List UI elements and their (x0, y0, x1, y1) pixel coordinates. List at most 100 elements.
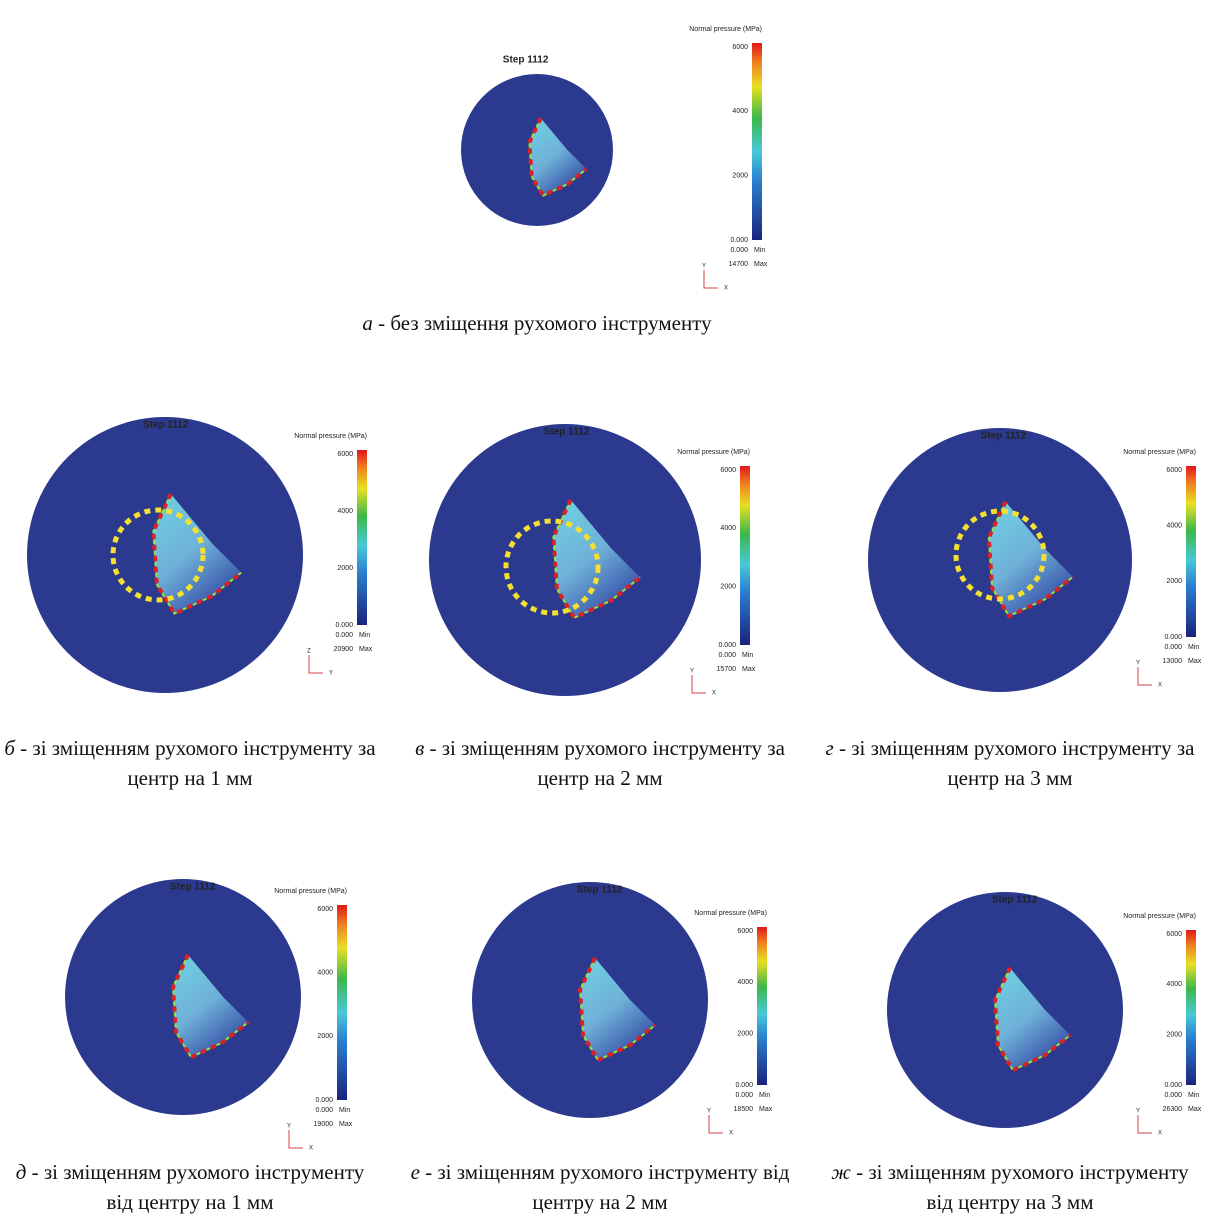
max-value: 13000 (1163, 658, 1183, 665)
min-value: 0.000 (730, 247, 748, 254)
caption-text: - зі зміщенням рухомого інструменту від … (425, 1160, 789, 1214)
caption: б - зі зміщенням рухомого інструменту за… (0, 733, 380, 793)
color-bar (1186, 930, 1196, 1085)
scale-tick: 6000 (337, 451, 353, 458)
scale-tick: 4000 (317, 970, 333, 977)
color-bar (1186, 466, 1196, 637)
scale-tick: 4000 (337, 508, 353, 515)
max-label: Max (1188, 1106, 1202, 1113)
caption-text: - зі зміщенням рухомого інструменту за ц… (429, 736, 784, 790)
max-label: Max (754, 261, 768, 268)
max-label: Max (339, 1121, 353, 1128)
caption-text: - зі зміщенням рухомого інструменту за ц… (20, 736, 375, 790)
panel: Step 1112Normal pressure (MPa)6000400020… (429, 424, 756, 697)
caption-letter: е (411, 1160, 420, 1184)
axis-label: X (712, 691, 716, 697)
caption-text: - зі зміщенням рухомого інструменту від … (32, 1160, 365, 1214)
page: {"panels": [ {"step": "Step 1112", "lege… (0, 0, 1205, 1214)
step-label: Step 1112 (544, 427, 590, 438)
scale-tick: 0.000 (730, 237, 748, 244)
max-label: Max (1188, 658, 1202, 665)
axis-label: Y (1136, 1109, 1140, 1115)
scale-tick: 4000 (732, 108, 748, 115)
scale-tick: 0.000 (1164, 634, 1182, 641)
axis-triad (289, 1130, 303, 1148)
caption-text: - без зміщення рухомого інструменту (378, 311, 711, 335)
caption-letter: ж (831, 1160, 851, 1184)
axis-triad (1138, 667, 1152, 685)
legend-title: Normal pressure (MPa) (1123, 913, 1196, 920)
caption-letter: д (16, 1160, 27, 1184)
scale-tick: 2000 (737, 1031, 753, 1038)
min-label: Min (742, 652, 753, 659)
scale-tick: 2000 (317, 1033, 333, 1040)
legend-title: Normal pressure (MPa) (694, 910, 767, 917)
axis-label: Y (287, 1124, 291, 1130)
legend-title: Normal pressure (MPa) (274, 888, 347, 895)
caption-text: - зі зміщенням рухомого інструменту від … (856, 1160, 1189, 1214)
axis-triad (309, 655, 323, 673)
min-label: Min (754, 247, 765, 254)
max-label: Max (742, 666, 756, 673)
scale-tick: 2000 (1166, 578, 1182, 585)
scale-tick: 4000 (737, 979, 753, 986)
min-value: 0.000 (718, 652, 736, 659)
caption-text: - зі зміщенням рухомого інструменту за ц… (839, 736, 1194, 790)
scale-tick: 0.000 (1164, 1082, 1182, 1089)
min-value: 0.000 (315, 1107, 333, 1114)
scale-tick: 4000 (720, 525, 736, 532)
scale-tick: 0.000 (735, 1082, 753, 1089)
legend-title: Normal pressure (MPa) (689, 26, 762, 33)
axis-label: X (1158, 683, 1162, 689)
min-value: 0.000 (735, 1092, 753, 1099)
scale-tick: 2000 (1166, 1032, 1182, 1039)
scale-tick: 0.000 (718, 642, 736, 649)
scale-tick: 4000 (1166, 981, 1182, 988)
legend-title: Normal pressure (MPa) (1123, 449, 1196, 456)
color-bar (740, 466, 750, 645)
color-bar (337, 905, 347, 1100)
scale-tick: 6000 (737, 928, 753, 935)
caption-letter: в (415, 736, 424, 760)
axis-label: X (729, 1131, 733, 1137)
scale-tick: 0.000 (315, 1097, 333, 1104)
max-label: Max (759, 1106, 773, 1113)
color-bar (357, 450, 367, 625)
scale-tick: 6000 (720, 467, 736, 474)
scale-tick: 6000 (1166, 931, 1182, 938)
min-label: Min (1188, 644, 1199, 651)
max-value: 15700 (717, 666, 737, 673)
scale-tick: 4000 (1166, 523, 1182, 530)
min-label: Min (339, 1107, 350, 1114)
axis-label: X (1158, 1131, 1162, 1137)
scale-tick: 2000 (732, 173, 748, 180)
max-label: Max (359, 646, 373, 653)
axis-label: Y (690, 669, 694, 675)
max-value: 19000 (314, 1121, 334, 1128)
axis-label: Y (702, 264, 706, 270)
max-value: 20900 (334, 646, 354, 653)
axis-triad (692, 675, 706, 693)
caption-letter: г (826, 736, 834, 760)
step-label: Step 1112 (981, 431, 1027, 442)
min-label: Min (359, 632, 370, 639)
step-label: Step 1112 (577, 885, 623, 896)
figure: Step 1112 Normal pressure (MPa) 6000 4000 20… (0, 0, 1205, 1214)
axis-label: X (724, 286, 728, 292)
legend-title: Normal pressure (MPa) (677, 449, 750, 456)
min-label: Min (1188, 1092, 1199, 1099)
axis-label: Y (1136, 661, 1140, 667)
min-label: Min (759, 1092, 770, 1099)
caption: в - зі зміщенням рухомого інструменту за… (410, 733, 790, 793)
caption: г - зі зміщенням рухомого інструменту за… (820, 733, 1200, 793)
min-value: 0.000 (1164, 1092, 1182, 1099)
panel: Step 1112 Normal pressure (MPa) 6000 4000 20… (472, 882, 773, 1137)
max-value: 14700 (729, 261, 749, 268)
axis-label: X (309, 1146, 313, 1152)
scale-tick: 6000 (732, 44, 748, 51)
scale-tick: 6000 (317, 906, 333, 913)
caption-letter: а (362, 311, 373, 335)
scale-tick: 6000 (1166, 467, 1182, 474)
